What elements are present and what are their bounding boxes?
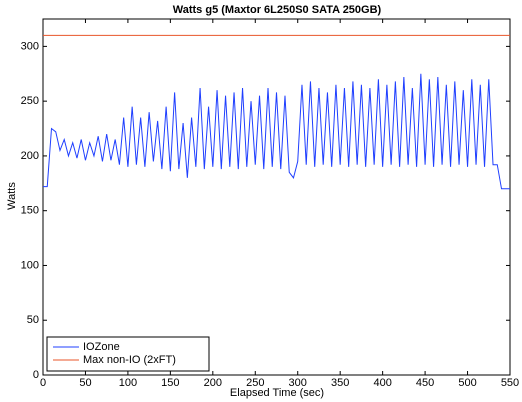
y-tick-label: 150	[21, 205, 39, 217]
x-tick-label: 550	[501, 377, 519, 389]
x-tick-label: 150	[161, 377, 179, 389]
x-tick-label: 0	[40, 377, 46, 389]
x-axis-label: Elapsed Time (sec)	[230, 387, 324, 399]
x-tick-label: 300	[289, 377, 307, 389]
y-tick-label: 0	[33, 369, 39, 381]
series-line	[43, 73, 510, 190]
y-tick-label: 50	[27, 314, 39, 326]
x-tick-label: 250	[246, 377, 264, 389]
y-tick-label: 300	[21, 40, 39, 52]
plot-area	[42, 18, 511, 376]
y-tick-label: 100	[21, 259, 39, 271]
chart-title: Watts g5 (Maxtor 6L250S0 SATA 250GB)	[173, 4, 382, 16]
legend-label: Max non-IO (2xFT)	[83, 354, 176, 366]
x-tick-label: 200	[204, 377, 222, 389]
x-tick-label: 450	[416, 377, 434, 389]
x-tick-label: 400	[373, 377, 391, 389]
legend-label: IOZone	[83, 341, 120, 353]
y-tick-label: 200	[21, 150, 39, 162]
x-tick-label: 50	[79, 377, 91, 389]
legend-box	[46, 336, 210, 372]
x-tick-label: 350	[331, 377, 349, 389]
y-tick-label: 250	[21, 95, 39, 107]
y-axis-label: Watts	[6, 182, 18, 210]
x-tick-label: 500	[458, 377, 476, 389]
x-tick-label: 100	[119, 377, 137, 389]
